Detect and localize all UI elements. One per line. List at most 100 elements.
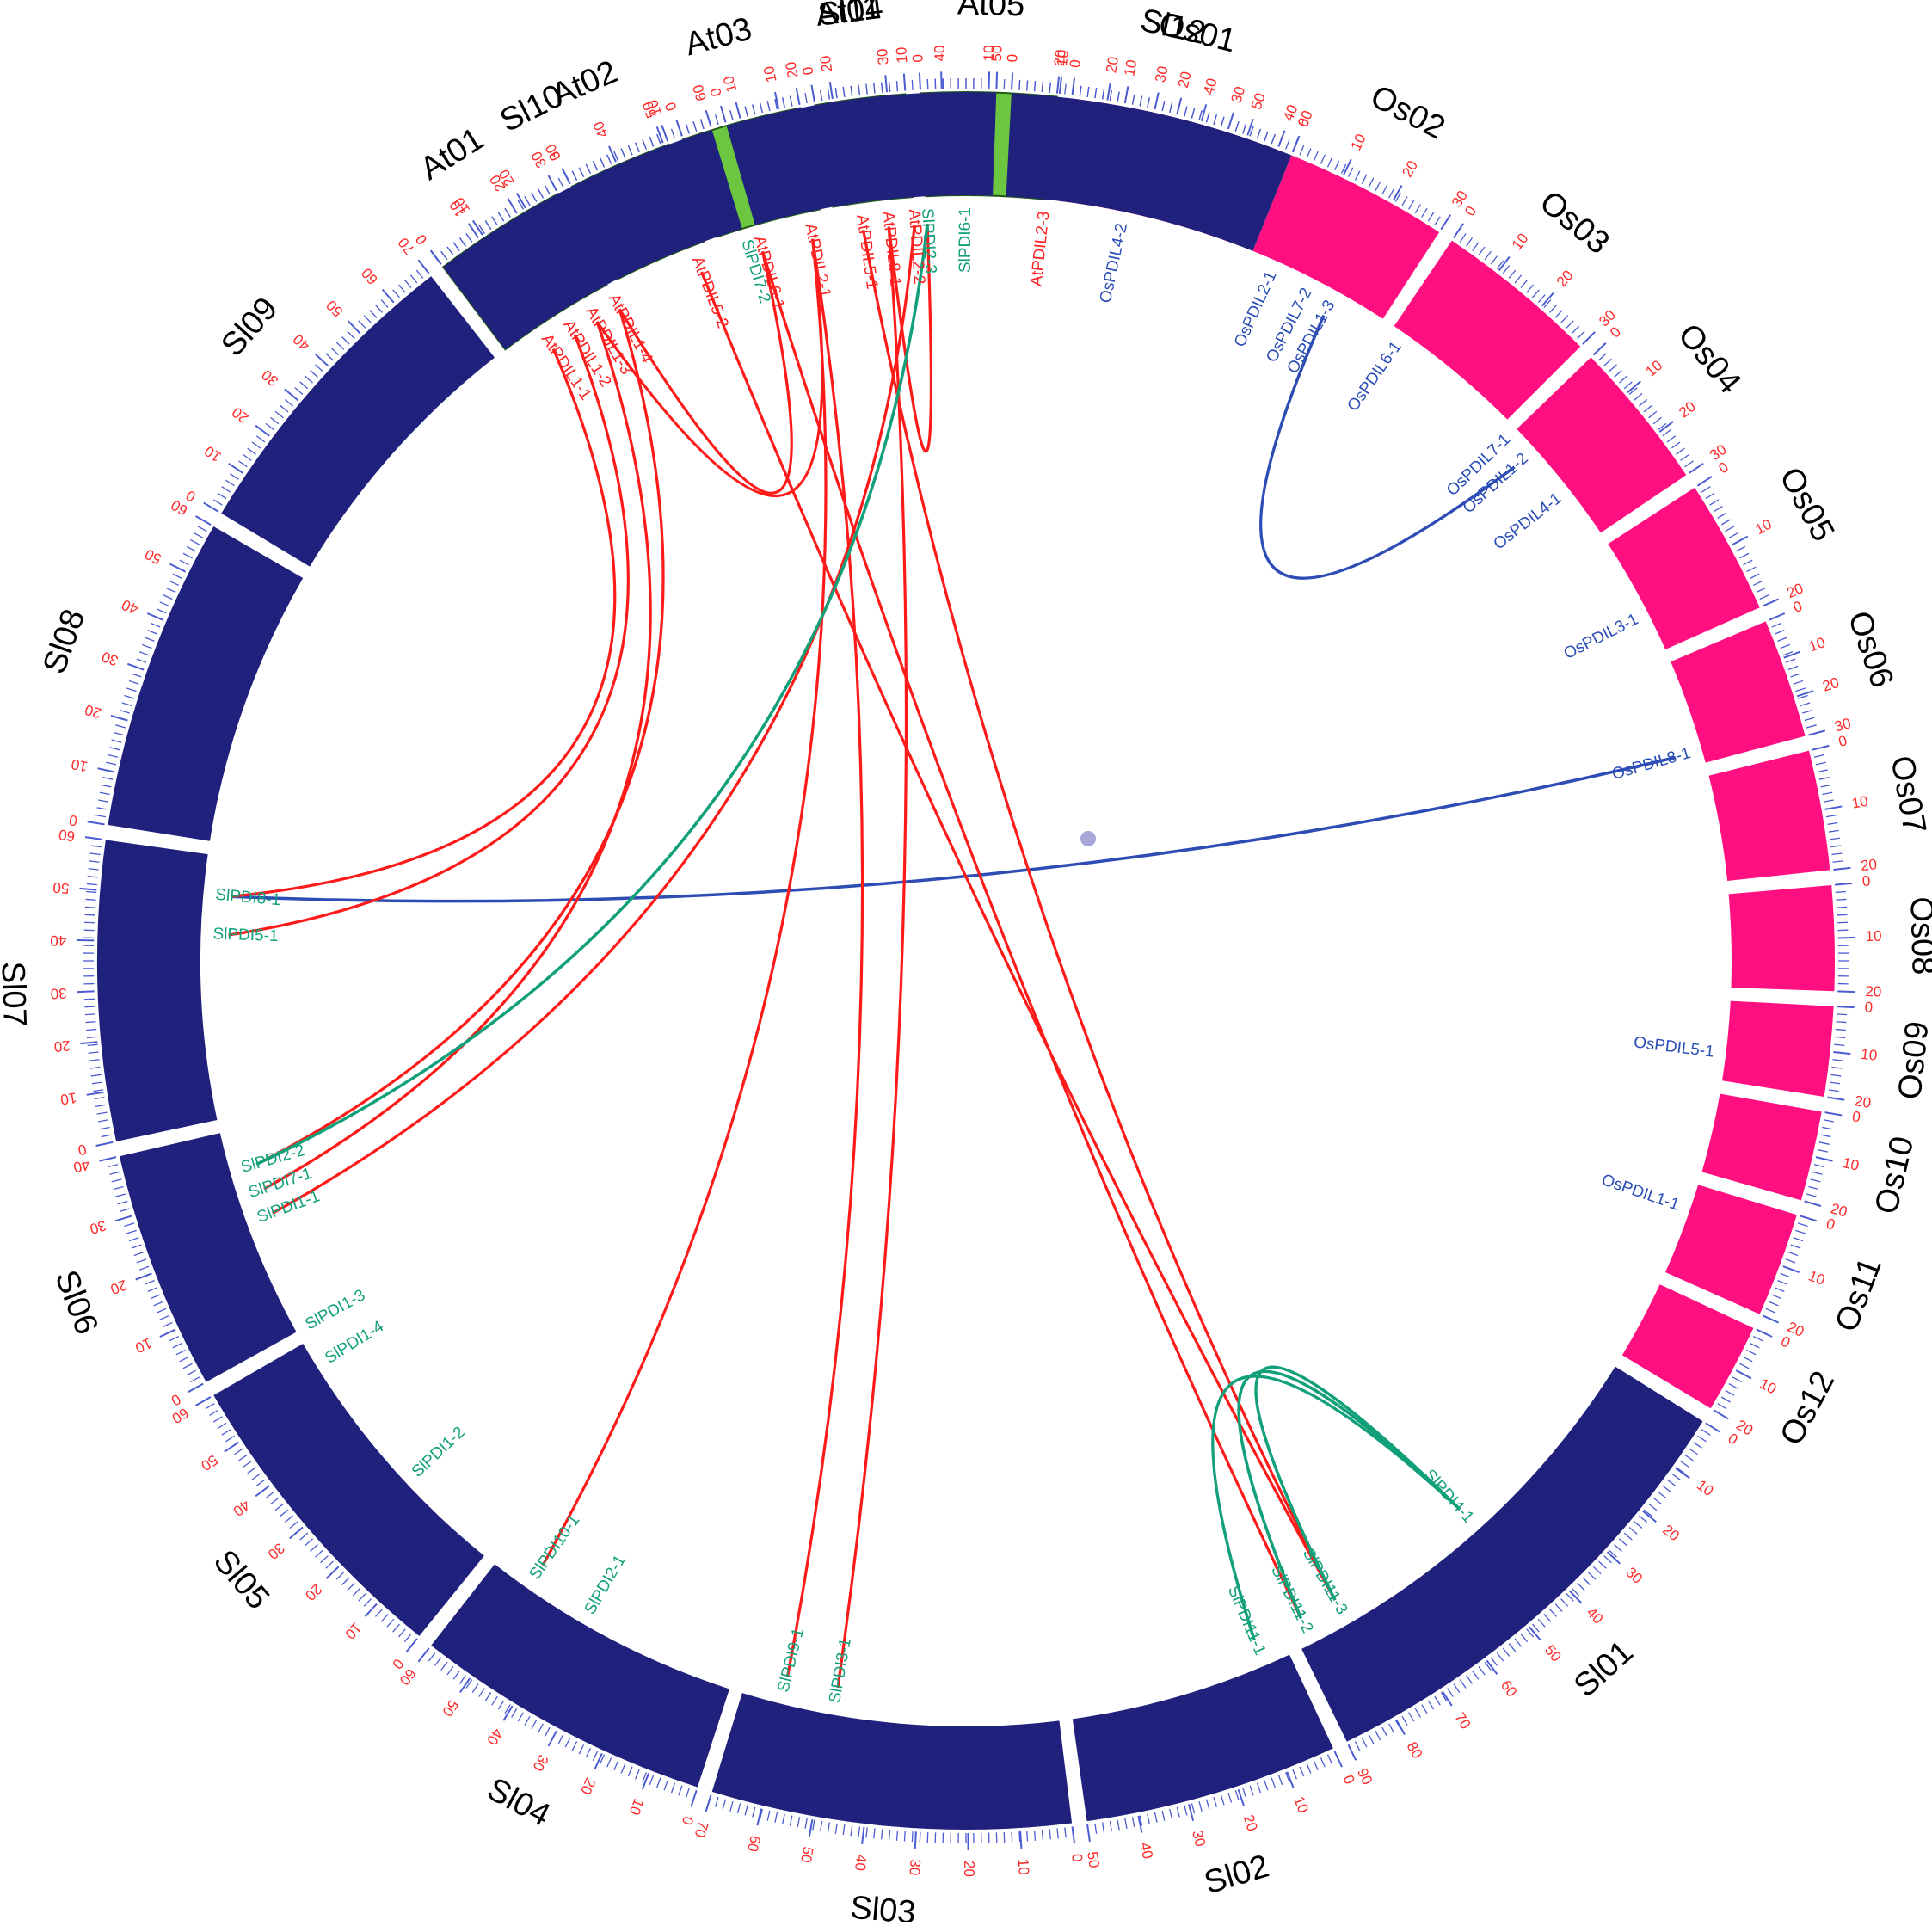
minor-tick (129, 1238, 138, 1241)
major-tick (1784, 652, 1800, 658)
minor-tick (1307, 149, 1311, 158)
major-tick (1828, 1098, 1845, 1100)
minor-tick (398, 285, 405, 292)
minor-tick (1832, 861, 1843, 862)
minor-tick (783, 97, 784, 108)
minor-tick (1653, 1498, 1661, 1504)
major-tick (1805, 1201, 1821, 1206)
minor-tick (112, 1179, 122, 1182)
minor-tick (85, 899, 95, 900)
gene-label-slpdi11-1: SlPDI11-1 (1224, 1584, 1270, 1658)
minor-tick (428, 1652, 434, 1661)
chromosome-label-sl04: Sl04 (481, 1771, 556, 1834)
minor-tick (593, 1751, 597, 1761)
minor-tick (1428, 212, 1433, 221)
minor-tick (1435, 217, 1440, 225)
minor-tick (492, 1696, 497, 1705)
minor-tick (1624, 1533, 1632, 1540)
minor-tick (132, 674, 141, 677)
minor-tick (1485, 251, 1491, 260)
minor-tick (1566, 321, 1573, 329)
minor-tick (285, 399, 292, 406)
minor-tick (173, 1344, 182, 1348)
minor-tick (271, 1498, 279, 1504)
tick-label: 50 (1248, 91, 1269, 112)
minor-tick (285, 1516, 292, 1523)
chromosome-label-at03: At03 (681, 11, 755, 64)
minor-tick (364, 316, 371, 323)
chromosome-label-sl05: Sl05 (206, 1543, 276, 1616)
minor-tick (342, 1578, 349, 1584)
minor-tick (95, 1105, 106, 1106)
tick-label: 10 (1694, 1477, 1716, 1499)
minor-tick (1800, 703, 1810, 706)
minor-tick (106, 762, 116, 765)
minor-tick (300, 382, 308, 389)
minor-tick (1821, 1135, 1831, 1136)
minor-tick (370, 311, 377, 318)
minor-tick (775, 1812, 778, 1823)
minor-tick (1811, 1179, 1821, 1182)
minor-tick (169, 581, 179, 585)
minor-tick (1578, 331, 1584, 339)
minor-tick (1830, 1082, 1840, 1084)
tick-label: 10 (760, 65, 780, 84)
minor-tick (1335, 161, 1339, 170)
minor-tick (1788, 667, 1798, 670)
major-tick (418, 1648, 428, 1662)
major-tick (1763, 599, 1778, 606)
minor-tick (1479, 1666, 1485, 1675)
minor-tick (160, 602, 169, 606)
minor-tick (679, 1786, 682, 1795)
minor-tick (753, 1807, 755, 1818)
minor-tick (805, 93, 807, 103)
chromosome-label-os02: Os02 (1364, 78, 1450, 146)
minor-tick (85, 1014, 95, 1015)
minor-tick (1729, 1384, 1738, 1389)
minor-tick (336, 342, 344, 349)
minor-tick (1065, 84, 1066, 95)
tick-label: 10 (1509, 231, 1532, 254)
chromosome-label-os04: Os04 (1671, 317, 1748, 401)
tick-label: 50 (1084, 1850, 1102, 1868)
minor-tick (122, 703, 132, 706)
minor-tick (89, 1052, 99, 1053)
minor-tick (222, 487, 231, 492)
minor-tick (866, 1827, 867, 1837)
tick-label: 0 (1778, 1333, 1793, 1351)
tick-label: 0 (1339, 1773, 1357, 1788)
minor-tick (112, 740, 122, 742)
chromosome-blocks (97, 92, 1835, 1830)
minor-tick (1199, 1801, 1202, 1812)
minor-tick (643, 139, 646, 149)
tick-label: 20 (1240, 1812, 1261, 1833)
major-tick (1833, 1052, 1850, 1054)
major-tick (111, 716, 127, 721)
minor-tick (1509, 1644, 1515, 1652)
minor-tick (1746, 1350, 1756, 1354)
link-atpdil6-1-to-slpdi11-2 (763, 251, 1301, 1618)
minor-tick (1718, 513, 1726, 518)
tick-label: 50 (323, 297, 347, 320)
minor-tick (607, 155, 612, 164)
major-tick (1825, 1112, 1843, 1115)
tick-label: 10 (1752, 516, 1775, 538)
minor-tick (1117, 1820, 1119, 1831)
minor-tick (1448, 1689, 1454, 1697)
minor-tick (882, 83, 883, 93)
minor-tick (1806, 1194, 1817, 1197)
minor-tick (479, 1689, 485, 1697)
chromosome-label-sl01: Sl01 (1567, 1634, 1640, 1704)
chromosome-block-os08 (1729, 885, 1835, 991)
minor-tick (835, 1824, 837, 1834)
minor-tick (843, 1824, 845, 1835)
tick-label: 40 (1200, 77, 1220, 96)
major-tick (1706, 1423, 1720, 1432)
minor-tick (1320, 1757, 1325, 1767)
minor-tick (86, 892, 96, 893)
minor-tick (1467, 238, 1473, 247)
minor-tick (1300, 1767, 1304, 1776)
minor-tick (1599, 1561, 1607, 1568)
minor-tick (1454, 1684, 1460, 1693)
major-tick (1763, 1315, 1778, 1322)
